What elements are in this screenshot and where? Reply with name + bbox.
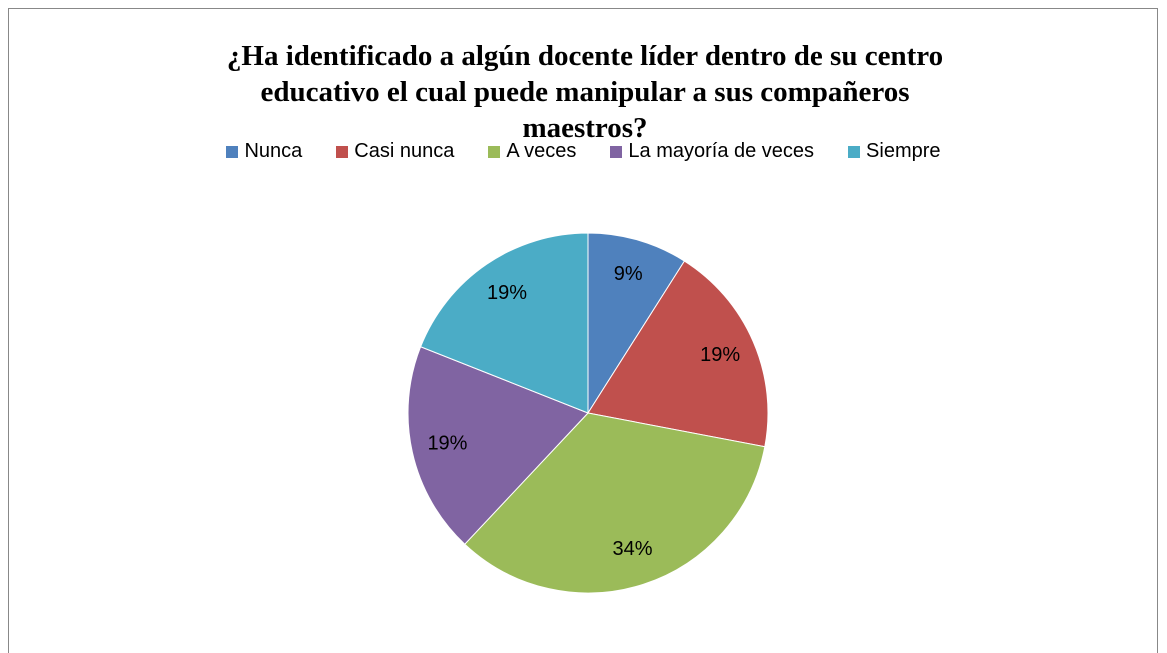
legend: Nunca Casi nunca A veces La mayoría de vece… — [0, 140, 1167, 163]
pie-slice — [587, 232, 686, 415]
legend-item: La mayoría de veces — [610, 140, 814, 163]
legend-label: La mayoría de veces — [628, 140, 815, 162]
legend-item: Siempre — [848, 140, 941, 163]
legend-label: A veces — [506, 140, 577, 162]
pie-slice — [407, 346, 589, 545]
pie-slice — [464, 412, 766, 594]
data-label: 34% — [612, 538, 652, 560]
chart-frame — [8, 8, 1158, 653]
pie-slice — [419, 232, 589, 414]
data-label: 9% — [614, 263, 643, 285]
chart-title: ¿Ha identificado a algún docente líder d… — [226, 40, 944, 144]
pie-slice — [587, 260, 769, 448]
legend-swatch — [488, 145, 501, 158]
legend-swatch — [610, 145, 623, 158]
legend-item: Nunca — [226, 140, 302, 163]
data-label: 19% — [487, 282, 527, 304]
legend-label: Siempre — [866, 140, 941, 162]
legend-label: Nunca — [244, 140, 303, 162]
legend-item: Casi nunca — [336, 140, 454, 163]
legend-swatch — [226, 145, 239, 158]
legend-swatch — [848, 145, 861, 158]
legend-item: A veces — [488, 140, 576, 163]
data-label: 19% — [427, 433, 467, 455]
data-label: 19% — [700, 344, 740, 366]
legend-swatch — [336, 145, 349, 158]
legend-label: Casi nunca — [354, 140, 455, 162]
